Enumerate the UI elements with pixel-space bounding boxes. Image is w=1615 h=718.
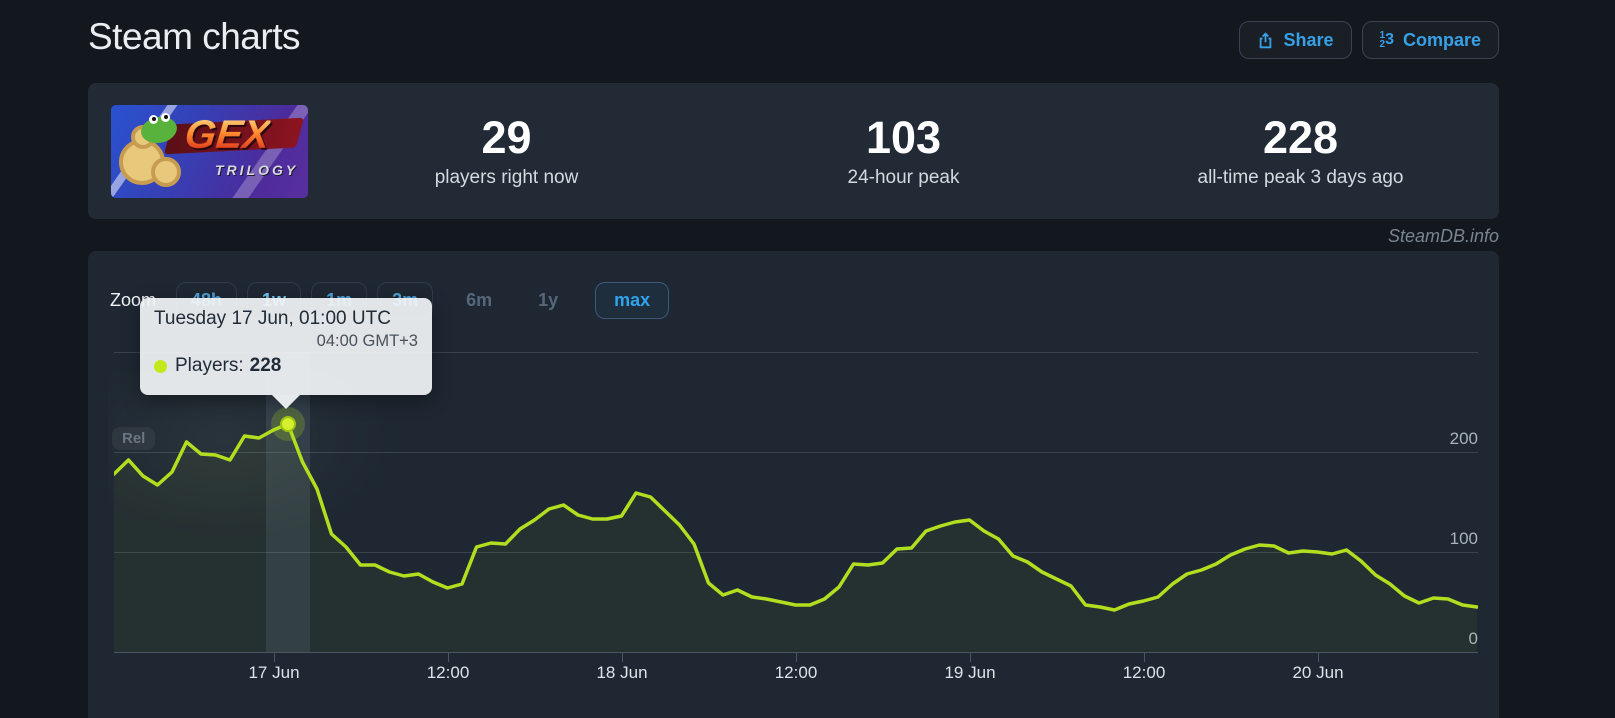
share-button[interactable]: Share: [1239, 21, 1352, 59]
x-axis-label: 17 Jun: [248, 663, 300, 682]
zoom-button-max[interactable]: max: [595, 282, 670, 319]
tooltip-players-value: 228: [249, 355, 282, 376]
x-axis-label: 12:00: [774, 663, 818, 682]
stat-alltime-peak: 228 all-time peak 3 days ago: [1102, 113, 1499, 189]
y-axis-label-200: 200: [1449, 429, 1478, 448]
gridline-300: [114, 352, 1478, 353]
alltime-peak-label: all-time peak 3 days ago: [1197, 167, 1404, 188]
gridline-200: [114, 452, 1478, 453]
game-capsule-image[interactable]: GEX TRILOGY: [111, 104, 308, 198]
current-players-label: players right now: [434, 167, 579, 188]
stats-panel: GEX TRILOGY 29 players right now 103 24-…: [88, 83, 1499, 219]
x-axis-label: 12:00: [426, 663, 470, 682]
x-axis-label: 18 Jun: [596, 663, 648, 682]
peak-24h-value: 103: [865, 112, 942, 163]
compare-button-label: Compare: [1402, 29, 1481, 50]
series-dot-icon: [154, 359, 167, 373]
gecko-pupil: [164, 114, 168, 119]
tooltip-datetime: Tuesday 17 Jun, 01:00 UTC: [154, 308, 391, 329]
x-tick: [448, 653, 449, 662]
gridline-100: [114, 552, 1478, 553]
x-tick: [970, 653, 971, 662]
x-tick: [1318, 653, 1319, 662]
zoom-button-6m: 6m: [455, 282, 503, 319]
gecko-pupil: [152, 116, 156, 121]
x-tick: [274, 653, 275, 662]
share-button-label: Share: [1283, 29, 1334, 50]
x-axis-label: 12:00: [1122, 663, 1166, 682]
capsule-game-logo: GEX: [182, 112, 272, 157]
tooltip-series-label: Players:: [175, 355, 244, 376]
x-tick: [622, 653, 623, 662]
tooltip-caret: [272, 395, 300, 409]
peak-24h-label: 24-hour peak: [847, 167, 960, 188]
zoom-button-1y: 1y: [527, 282, 569, 319]
x-tick: [1144, 653, 1145, 662]
y-axis-label-0: 0: [1468, 629, 1478, 648]
x-axis-label: 20 Jun: [1292, 663, 1344, 682]
x-axis-label: 19 Jun: [944, 663, 996, 682]
players-chart-panel: Zoom 48h 1w 1m 3m 6m 1y max 200 100 0 17…: [88, 251, 1499, 718]
y-axis-label-100: 100: [1449, 529, 1478, 548]
tooltip-localtime: 04:00 GMT+3: [316, 332, 418, 350]
players-line-svg[interactable]: [114, 352, 1478, 652]
hover-marker-dot: [280, 416, 296, 432]
x-tick: [796, 653, 797, 662]
steamdb-watermark: SteamDB.info: [1387, 226, 1499, 246]
gecko-tail-coil: [151, 156, 181, 187]
tooltip-players-row: Players: 228: [154, 355, 418, 377]
stat-24h-peak: 103 24-hour peak: [705, 113, 1102, 189]
capsule-game-logo-subtitle: TRILOGY: [215, 161, 299, 178]
stat-current-players: 29 players right now: [308, 113, 705, 189]
release-flag[interactable]: Rel: [112, 427, 156, 450]
current-players-value: 29: [481, 112, 532, 163]
share-icon: [1257, 31, 1274, 49]
alltime-peak-value: 228: [1262, 112, 1339, 163]
page-title: Steam charts: [88, 16, 300, 57]
chart-tooltip: Tuesday 17 Jun, 01:00 UTC 04:00 GMT+3 Pl…: [140, 298, 432, 395]
x-axis-line: [114, 652, 1478, 653]
